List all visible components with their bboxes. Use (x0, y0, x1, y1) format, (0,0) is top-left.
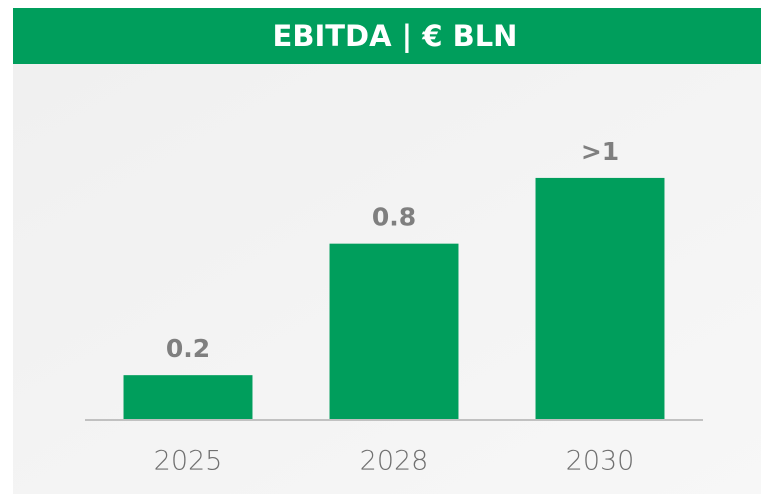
bar (123, 375, 253, 419)
bar (535, 177, 665, 419)
value-label: 0.2 (166, 334, 210, 363)
x-tick-label: 2025 (154, 446, 223, 477)
value-label: >1 (581, 137, 619, 166)
bar (329, 243, 459, 419)
title-bar (13, 8, 761, 64)
x-tick-label: 2030 (566, 446, 635, 477)
chart-title: EBITDA | € BLN (273, 19, 518, 53)
x-tick-label: 2028 (360, 446, 429, 477)
value-label: 0.8 (372, 203, 416, 232)
